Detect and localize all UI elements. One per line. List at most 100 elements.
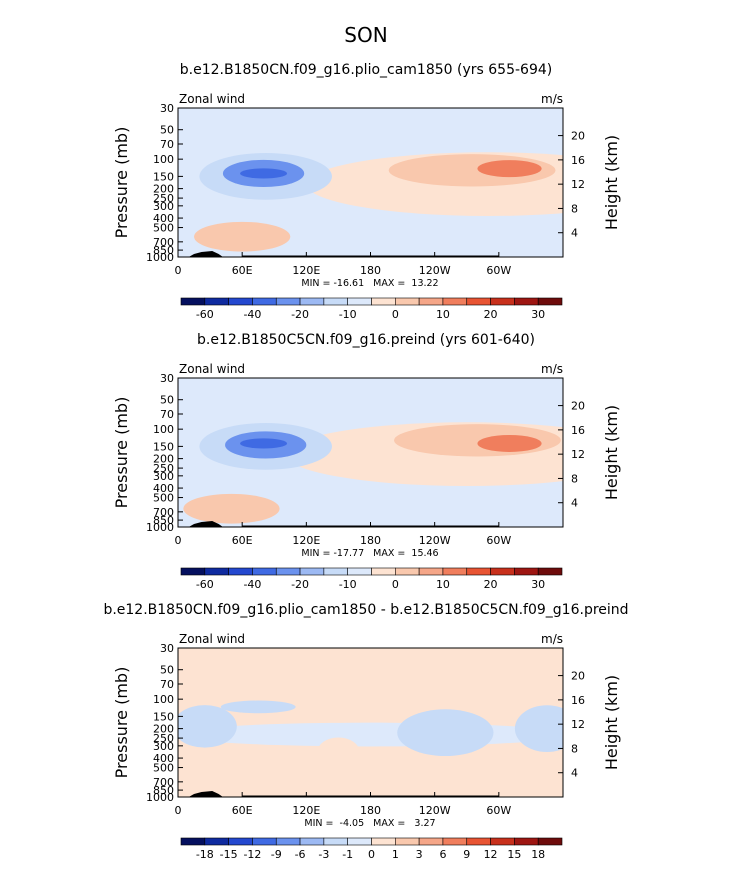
left-corner-label: Zonal wind: [179, 362, 245, 376]
y2tick-label: 16: [571, 694, 585, 707]
contour-positive-upper: [349, 685, 414, 699]
colorbar-swatch: [514, 297, 539, 306]
colorbar-swatch: [395, 297, 420, 306]
right-corner-label: m/s: [541, 92, 563, 106]
ytick-label: 70: [160, 408, 174, 421]
colorbar: -60 -40 -20 -10 0 10 20 30: [180, 567, 563, 591]
colorbar-label: -18: [196, 848, 214, 861]
colorbar-swatch: [228, 297, 253, 306]
ytick-label: 300: [153, 470, 174, 483]
colorbar-label: -3: [318, 848, 329, 861]
y2tick-label: 8: [571, 742, 578, 755]
contour-easterly-core: [240, 168, 288, 179]
colorbar-label: 18: [531, 848, 545, 861]
colorbar-swatch: [204, 297, 229, 306]
colorbar-label: 30: [531, 578, 545, 591]
ytick-label: 200: [153, 453, 174, 466]
y2tick-label: 4: [571, 767, 578, 780]
ytick-label: 100: [153, 423, 174, 436]
ytick-label: 400: [153, 482, 174, 495]
colorbar-swatch: [299, 297, 325, 306]
xtick-label: 60E: [232, 804, 253, 817]
colorbar-swatch: [228, 837, 253, 846]
xtick-label: 0: [175, 804, 182, 817]
colorbar-label: -40: [243, 308, 261, 321]
ytick-label: 50: [160, 394, 174, 407]
colorbar-swatch: [204, 837, 229, 846]
contour-field: [183, 422, 563, 524]
colorbar-swatch: [395, 567, 420, 576]
colorbar-swatch: [466, 837, 491, 846]
chart-title: b.e12.B1850CN.f09_g16.plio_cam1850 (yrs …: [180, 62, 552, 78]
ytick-label: 50: [160, 124, 174, 137]
colorbar-swatch: [442, 567, 468, 576]
ytick-label: 700: [153, 506, 174, 519]
colorbar-label: -9: [271, 848, 282, 861]
xtick-label: 180: [360, 534, 381, 547]
colorbar-swatch: [299, 567, 325, 576]
colorbar-swatch: [299, 837, 325, 846]
colorbar-label: 0: [368, 848, 375, 861]
ytick-label: 400: [153, 212, 174, 225]
contour-negative-center: [397, 709, 494, 757]
ytick-label: 250: [153, 732, 174, 745]
colorbar-swatch: [275, 567, 301, 576]
colorbar-label: -10: [339, 578, 357, 591]
colorbar-label: -40: [243, 578, 261, 591]
left-corner-label: Zonal wind: [179, 92, 245, 106]
contour-easterly-core: [240, 438, 288, 449]
topography-africa: [188, 251, 223, 257]
ytick-label: 500: [153, 222, 174, 235]
topography-africa: [188, 791, 223, 797]
xtick-label: 120W: [419, 804, 451, 817]
colorbar-label: -6: [295, 848, 306, 861]
colorbar-swatch: [275, 297, 301, 306]
colorbar-label: -1: [342, 848, 353, 861]
ytick-label: 50: [160, 664, 174, 677]
colorbar-swatch: [180, 567, 206, 576]
colorbar-label: -60: [196, 578, 214, 591]
y2tick-label: 12: [571, 448, 585, 461]
colorbar-swatch: [371, 297, 396, 306]
colorbar-swatch: [418, 837, 444, 846]
colorbar-label: 1: [392, 848, 399, 861]
y2tick-label: 20: [571, 670, 585, 683]
colorbar-swatch: [537, 567, 563, 576]
ytick-label: 30: [160, 372, 174, 385]
ytick-label: 500: [153, 762, 174, 775]
y2-axis-title: Height (km): [602, 135, 621, 230]
colorbar-label: 0: [392, 308, 399, 321]
colorbar-swatch: [180, 297, 206, 306]
left-corner-label: Zonal wind: [179, 632, 245, 646]
ytick-label: 250: [153, 462, 174, 475]
ytick-label: 1000: [146, 251, 174, 264]
xtick-label: 60E: [232, 534, 253, 547]
xtick-label: 60W: [486, 804, 511, 817]
xtick-label: 120E: [292, 804, 320, 817]
y-axis-title: Pressure (mb): [112, 397, 131, 509]
colorbar-swatch: [490, 837, 515, 846]
page-title: SON: [344, 23, 387, 47]
xtick-label: 0: [175, 264, 182, 277]
contour-negative-west: [178, 705, 237, 748]
ytick-label: 700: [153, 236, 174, 249]
y2tick-label: 4: [571, 497, 578, 510]
contour-field: [194, 152, 563, 252]
chart-title: b.e12.B1850CN.f09_g16.plio_cam1850 - b.e…: [103, 602, 628, 618]
chart-panel-1: b.e12.B1850CN.f09_g16.plio_cam1850 (yrs …: [112, 62, 621, 321]
contour-negative-east: [514, 705, 563, 752]
colorbar-label: 20: [484, 578, 498, 591]
ytick-label: 850: [153, 244, 174, 257]
ytick-label: 150: [153, 710, 174, 723]
colorbar-swatch: [442, 297, 468, 306]
ytick-label: 100: [153, 153, 174, 166]
xtick-label: 180: [360, 264, 381, 277]
colorbar-label: -60: [196, 308, 214, 321]
xtick-label: 120W: [419, 534, 451, 547]
ytick-label: 700: [153, 776, 174, 789]
colorbar-swatch: [418, 567, 444, 576]
y2tick-label: 16: [571, 424, 585, 437]
y2tick-label: 20: [571, 400, 585, 413]
xtick-label: 0: [175, 534, 182, 547]
